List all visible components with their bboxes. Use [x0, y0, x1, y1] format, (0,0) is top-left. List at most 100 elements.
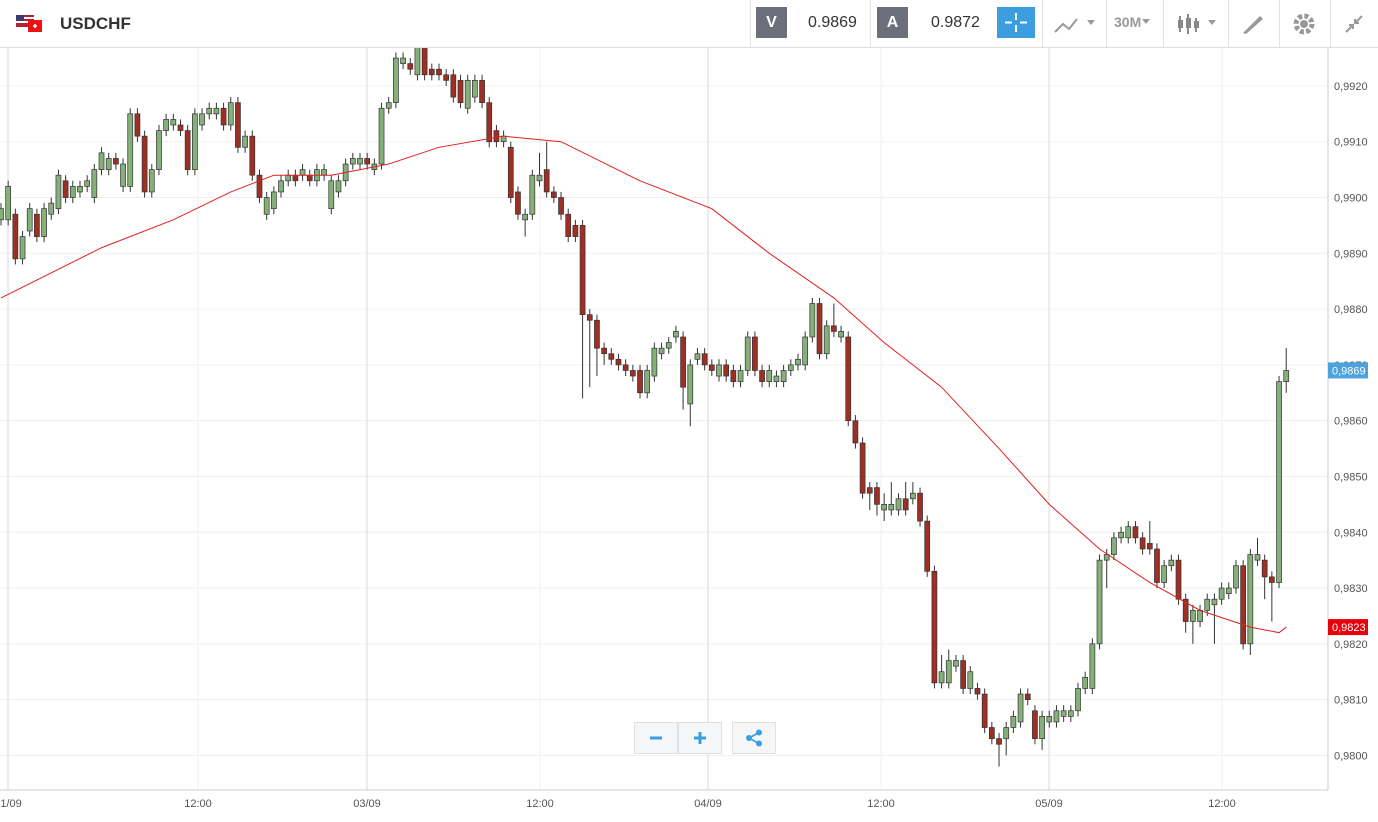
- candle: [1283, 348, 1290, 393]
- candle: [134, 108, 141, 142]
- candle-body: [795, 358, 801, 366]
- candle: [227, 97, 234, 131]
- candle: [974, 682, 981, 700]
- candle-body: [543, 169, 550, 193]
- candle: [586, 309, 593, 388]
- candle-body: [1067, 710, 1074, 717]
- candle: [572, 219, 579, 243]
- indicators-button[interactable]: [1176, 12, 1222, 36]
- candle-body: [479, 80, 485, 104]
- candle-body: [62, 180, 69, 198]
- chart-type-button[interactable]: [1053, 12, 1099, 36]
- candle: [737, 364, 744, 388]
- candle-body: [1154, 548, 1160, 583]
- candle: [673, 325, 679, 343]
- candle: [1039, 710, 1045, 750]
- candle: [414, 48, 421, 81]
- candle-body: [988, 727, 995, 740]
- candle: [77, 180, 83, 198]
- candle: [960, 654, 966, 695]
- bid-label[interactable]: V: [756, 7, 787, 38]
- candle: [1190, 604, 1196, 644]
- candle: [127, 108, 134, 192]
- price-tag-label: 0,9823: [1332, 622, 1366, 634]
- candle: [263, 191, 270, 220]
- draw-button[interactable]: [1240, 12, 1266, 36]
- plot-background: [0, 48, 1328, 790]
- candle: [579, 219, 586, 399]
- candle-body: [816, 303, 823, 355]
- timeframe[interactable]: 30M: [1114, 14, 1142, 30]
- candle: [12, 208, 19, 265]
- candle-body: [263, 197, 270, 215]
- candle-body: [1082, 676, 1089, 689]
- candle: [378, 102, 385, 170]
- candle: [945, 649, 952, 689]
- candle-body: [105, 158, 112, 170]
- bid[interactable]: 0.9869: [808, 14, 857, 31]
- y-tick-label: 0,9920: [1334, 81, 1368, 93]
- settings-button[interactable]: [1291, 11, 1317, 37]
- candle: [1125, 521, 1132, 544]
- candle-body: [931, 570, 938, 684]
- y-tick-label: 0,9850: [1334, 471, 1368, 483]
- candle-body: [1060, 710, 1067, 717]
- candle: [515, 186, 521, 220]
- candle-body: [831, 325, 837, 332]
- candle-body: [759, 370, 765, 382]
- candle: [486, 97, 493, 148]
- share[interactable]: [732, 722, 776, 754]
- candle: [472, 74, 478, 103]
- candle-body: [773, 375, 780, 382]
- candle: [1247, 548, 1254, 655]
- candle-body: [306, 174, 313, 182]
- candle: [493, 124, 500, 148]
- candle: [1060, 705, 1067, 722]
- collapse-button[interactable]: [1342, 12, 1368, 36]
- zoom-in[interactable]: [678, 722, 722, 754]
- candle-body: [766, 370, 773, 382]
- y-tick-label: 0,9860: [1334, 416, 1368, 428]
- candle-body: [572, 225, 579, 237]
- candle: [766, 364, 773, 388]
- candle: [866, 482, 873, 510]
- candle: [507, 141, 514, 204]
- candle: [744, 331, 751, 377]
- candle: [421, 48, 428, 81]
- y-tick-label: 0,9830: [1334, 583, 1368, 595]
- candle: [105, 152, 112, 176]
- candle-body: [55, 174, 62, 210]
- candle: [551, 186, 557, 204]
- candle: [177, 119, 184, 137]
- candle-body: [299, 169, 306, 176]
- candle: [385, 97, 392, 114]
- candle-body: [472, 80, 478, 98]
- candle-body: [26, 208, 33, 232]
- candle-body: [558, 197, 564, 215]
- candle-body: [220, 107, 227, 126]
- ask[interactable]: 0.9872: [931, 14, 980, 31]
- candle: [1154, 543, 1160, 589]
- candle: [622, 359, 629, 377]
- candle-body: [608, 353, 615, 360]
- candle-body: [77, 186, 83, 193]
- candle-body: [91, 169, 98, 198]
- candle-body: [1175, 559, 1182, 600]
- candle: [601, 342, 607, 365]
- candle: [1182, 593, 1189, 633]
- candle-body: [658, 347, 665, 355]
- candle-body: [1240, 565, 1246, 645]
- candle: [1046, 710, 1053, 728]
- crosshair-button[interactable]: [997, 7, 1035, 38]
- candle-body: [1024, 693, 1031, 700]
- candle-body: [1190, 610, 1196, 622]
- candle-body: [464, 80, 471, 109]
- candle-body: [859, 442, 866, 494]
- candle-body: [565, 213, 572, 237]
- candle-body: [156, 130, 162, 170]
- zoom-out[interactable]: [634, 722, 678, 754]
- candle: [393, 52, 399, 109]
- ask-label[interactable]: A: [877, 7, 908, 38]
- candle: [192, 108, 198, 176]
- candle-body: [34, 213, 40, 237]
